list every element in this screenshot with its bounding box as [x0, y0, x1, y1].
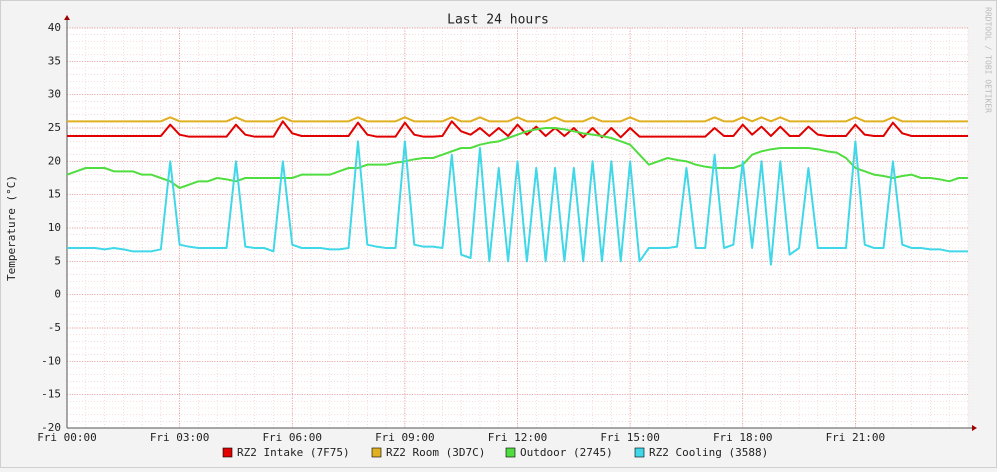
grid: [66, 27, 969, 429]
y-tick-label: 0: [54, 288, 61, 301]
y-tick-label: -5: [48, 321, 61, 334]
y-tick-label: -20: [41, 421, 61, 434]
y-tick-label: 25: [48, 121, 61, 134]
x-tick-label: Fri 21:00: [826, 431, 886, 444]
y-tick-label: 35: [48, 54, 61, 67]
watermark: RRDTOOL / TOBI OETIKER: [984, 7, 993, 113]
y-tick-label: -15: [41, 388, 61, 401]
series-line: [67, 120, 968, 139]
legend-label: RZ2 Room (3D7C): [386, 446, 485, 459]
y-tick-label: 40: [48, 21, 61, 34]
chart-title: Last 24 hours: [447, 13, 549, 28]
y-tick-label: 15: [48, 188, 61, 201]
y-axis-arrow: [64, 15, 70, 20]
legend-swatch: [505, 447, 516, 458]
legend-swatch: [634, 447, 645, 458]
x-axis-arrow: [972, 425, 977, 431]
legend-label: RZ2 Cooling (3588): [649, 446, 768, 459]
legend-label: RZ2 Intake (7F75): [237, 446, 350, 459]
y-tick-label: 10: [48, 221, 61, 234]
legend-label: Outdoor (2745): [520, 446, 613, 459]
legend-swatch: [222, 447, 233, 458]
x-tick-label: Fri 15:00: [600, 431, 660, 444]
y-tick-label: 30: [48, 88, 61, 101]
y-tick-label: 20: [48, 154, 61, 167]
x-tick-label: Fri 06:00: [262, 431, 322, 444]
x-tick-label: Fri 09:00: [375, 431, 435, 444]
x-tick-label: Fri 00:00: [37, 431, 97, 444]
series-line: [67, 140, 968, 266]
x-tick-label: Fri 03:00: [150, 431, 210, 444]
x-tick-label: Fri 12:00: [488, 431, 548, 444]
legend-swatch: [371, 447, 382, 458]
y-tick-label: 5: [54, 254, 61, 267]
x-tick-label: Fri 18:00: [713, 431, 773, 444]
y-axis-label: Temperature (°C): [5, 175, 18, 281]
y-tick-label: -10: [41, 354, 61, 367]
series-line: [67, 116, 968, 123]
series-line: [66, 127, 968, 189]
